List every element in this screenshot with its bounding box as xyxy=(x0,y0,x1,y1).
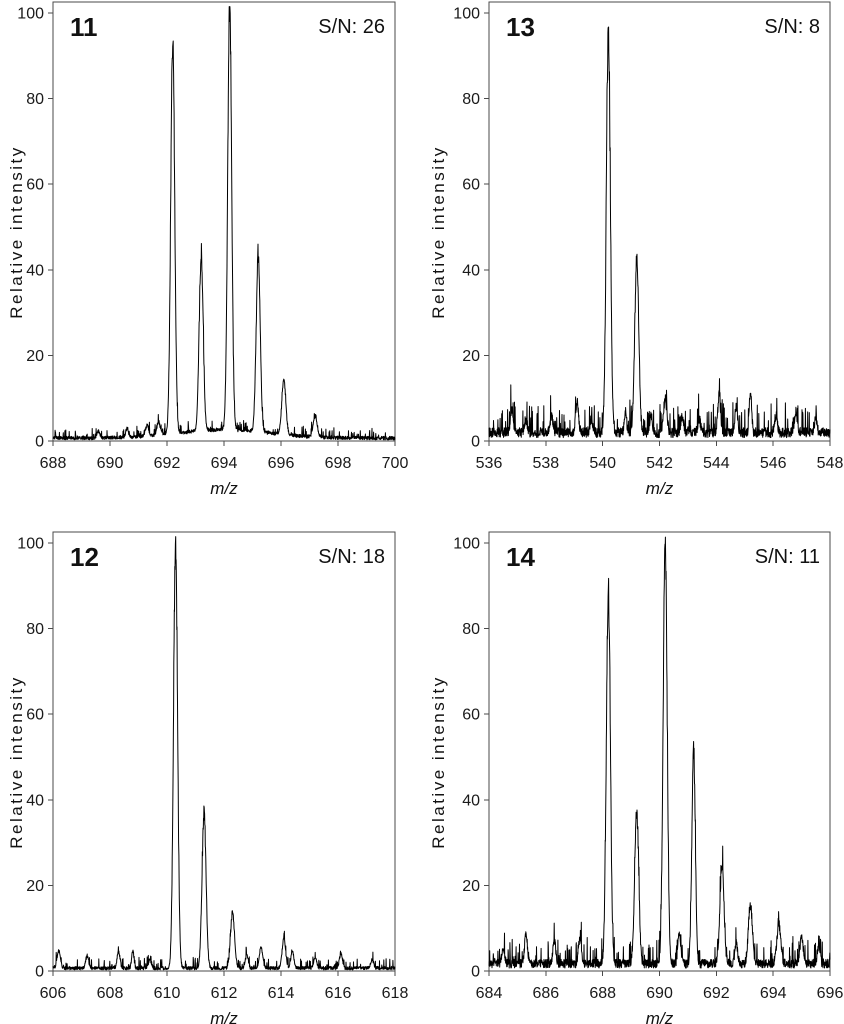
svg-text:546: 546 xyxy=(760,455,787,472)
svg-text:690: 690 xyxy=(97,455,124,472)
x-axis-title: m/z xyxy=(210,1009,238,1024)
svg-text:694: 694 xyxy=(211,455,238,472)
spectrum-plot-11: 0 20 40 60 80 100 688 690 692 694 696 698 700 xyxy=(17,1,409,472)
svg-text:612: 612 xyxy=(211,985,238,1002)
svg-text:698: 698 xyxy=(325,455,352,472)
y-axis-title: Relative intensity xyxy=(7,674,26,849)
svg-text:80: 80 xyxy=(26,91,44,108)
svg-text:690: 690 xyxy=(646,985,673,1002)
svg-text:688: 688 xyxy=(40,455,67,472)
svg-text:100: 100 xyxy=(17,6,44,23)
signal-to-noise-label: S/N: 8 xyxy=(764,16,820,38)
svg-text:40: 40 xyxy=(26,792,44,809)
svg-text:60: 60 xyxy=(462,707,480,724)
svg-text:80: 80 xyxy=(26,621,44,638)
svg-text:0: 0 xyxy=(471,434,480,451)
svg-text:538: 538 xyxy=(532,455,559,472)
svg-text:60: 60 xyxy=(26,707,44,724)
svg-text:696: 696 xyxy=(817,985,844,1002)
svg-text:692: 692 xyxy=(703,985,730,1002)
svg-text:548: 548 xyxy=(817,455,844,472)
svg-text:60: 60 xyxy=(26,177,44,194)
spectrum-panel-13: 0 20 40 60 80 100 536 538 540 542 544 546 548 13 S/N… xyxy=(422,0,844,512)
x-axis-title: m/z xyxy=(210,479,238,498)
compound-number-label: 13 xyxy=(506,12,535,42)
svg-text:542: 542 xyxy=(646,455,673,472)
svg-text:694: 694 xyxy=(760,985,787,1002)
svg-text:618: 618 xyxy=(382,985,409,1002)
svg-text:20: 20 xyxy=(26,348,44,365)
compound-number-label: 12 xyxy=(70,542,99,572)
signal-to-noise-label: S/N: 18 xyxy=(318,546,385,568)
svg-text:80: 80 xyxy=(462,91,480,108)
y-axis-title: Relative intensity xyxy=(429,674,448,849)
spectrum-plot-12: 0 20 40 60 80 100 606 608 610 612 614 616 618 xyxy=(17,531,409,1002)
svg-text:0: 0 xyxy=(35,434,44,451)
svg-text:540: 540 xyxy=(589,455,616,472)
svg-text:606: 606 xyxy=(40,985,67,1002)
svg-text:544: 544 xyxy=(703,455,730,472)
compound-number-label: 11 xyxy=(70,12,98,42)
spectrum-panel-14: 0 20 40 60 80 100 684 686 688 690 692 694 696 14 S/N… xyxy=(422,512,844,1024)
y-axis-title: Relative intensity xyxy=(429,144,448,319)
spectrum-panel-11: 0 20 40 60 80 100 688 690 692 694 696 698 700 11 S/N… xyxy=(0,0,422,512)
svg-text:0: 0 xyxy=(35,964,44,981)
spectrum-plot-14: 0 20 40 60 80 100 684 686 688 690 692 694 696 xyxy=(453,531,844,1002)
svg-text:40: 40 xyxy=(26,262,44,279)
svg-text:20: 20 xyxy=(462,348,480,365)
svg-text:0: 0 xyxy=(471,964,480,981)
svg-text:100: 100 xyxy=(453,536,480,553)
svg-text:80: 80 xyxy=(462,621,480,638)
svg-text:100: 100 xyxy=(453,6,480,23)
svg-text:20: 20 xyxy=(26,878,44,895)
signal-to-noise-label: S/N: 26 xyxy=(318,16,385,38)
x-axis-title: m/z xyxy=(645,1009,674,1024)
svg-text:692: 692 xyxy=(154,455,181,472)
svg-text:608: 608 xyxy=(97,985,124,1002)
signal-to-noise-label: S/N: 11 xyxy=(754,546,820,568)
svg-text:616: 616 xyxy=(325,985,352,1002)
svg-text:610: 610 xyxy=(154,985,181,1002)
y-axis-title: Relative intensity xyxy=(7,144,26,319)
spectrum-plot-13: 0 20 40 60 80 100 536 538 540 542 544 546 548 xyxy=(453,1,844,472)
svg-text:40: 40 xyxy=(462,792,480,809)
svg-text:536: 536 xyxy=(476,455,503,472)
svg-text:20: 20 xyxy=(462,878,480,895)
svg-text:696: 696 xyxy=(268,455,295,472)
svg-text:100: 100 xyxy=(17,536,44,553)
svg-text:40: 40 xyxy=(462,262,480,279)
svg-text:686: 686 xyxy=(532,985,559,1002)
svg-text:614: 614 xyxy=(268,985,295,1002)
svg-text:700: 700 xyxy=(382,455,409,472)
svg-text:60: 60 xyxy=(462,177,480,194)
compound-number-label: 14 xyxy=(506,542,535,572)
svg-text:688: 688 xyxy=(589,985,616,1002)
x-axis-title: m/z xyxy=(645,479,674,498)
svg-text:684: 684 xyxy=(476,985,503,1002)
spectrum-panel-12: 0 20 40 60 80 100 606 608 610 612 614 616 618 12 S/N… xyxy=(0,512,422,1024)
